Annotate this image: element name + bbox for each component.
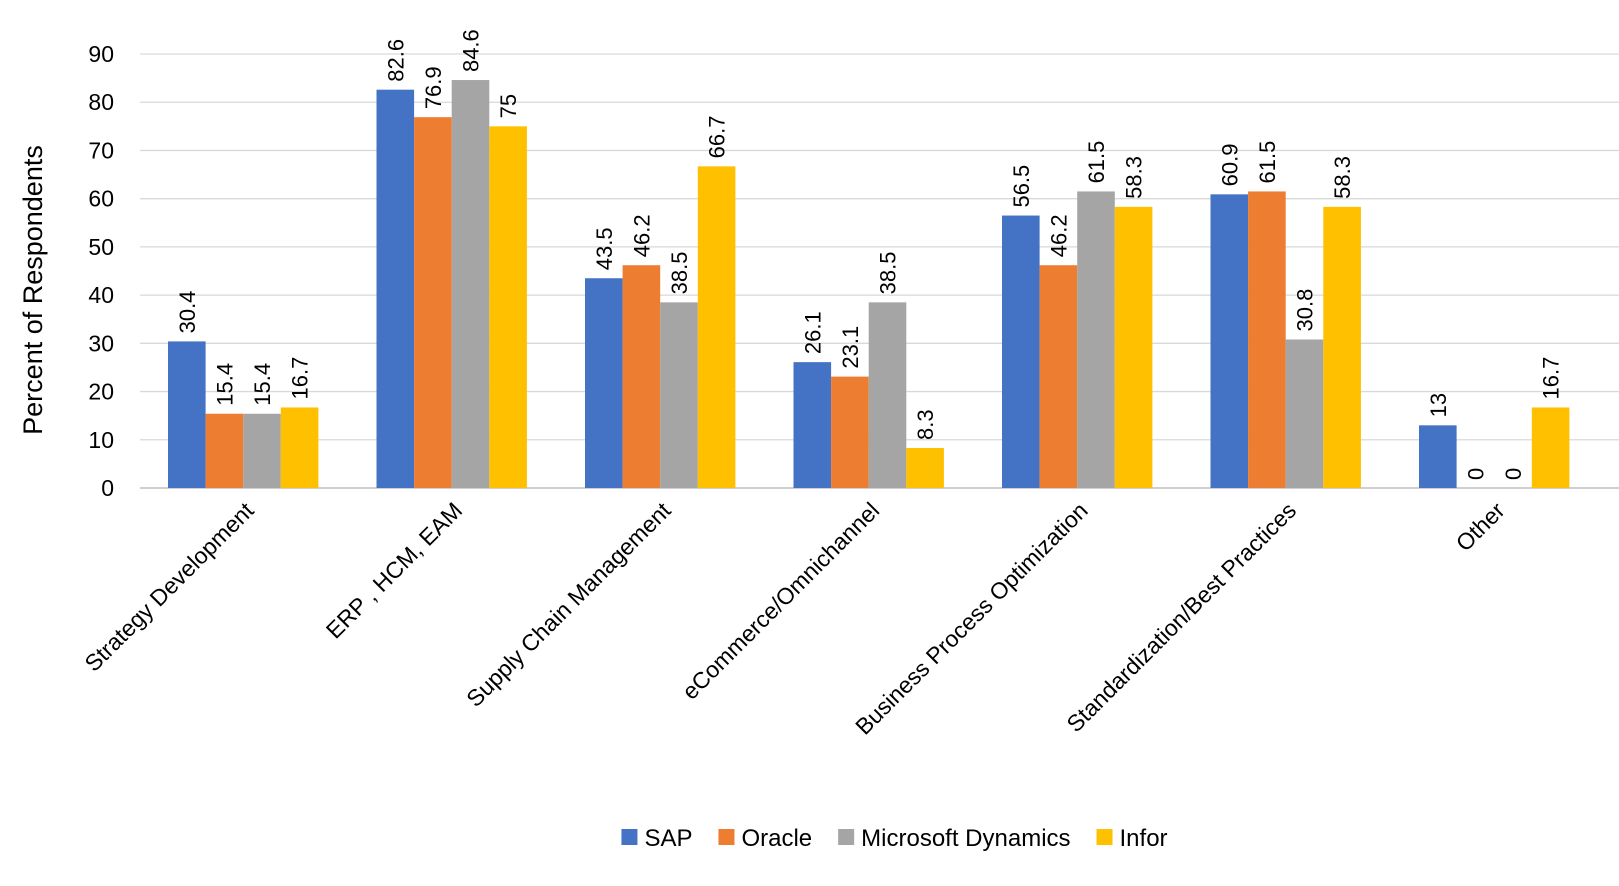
data-label: 30.8 xyxy=(1293,289,1318,332)
data-label: 75 xyxy=(496,94,521,118)
data-label: 15.4 xyxy=(212,363,237,406)
bar xyxy=(906,447,944,488)
x-category-label: ERP , HCM, EAM xyxy=(321,497,467,643)
x-category-label: Standardization/Best Practices xyxy=(1061,497,1301,737)
data-label: 16.7 xyxy=(1539,357,1564,400)
bar xyxy=(793,362,832,488)
legend: SAP Oracle Microsoft Dynamics Infor xyxy=(621,825,1168,852)
bar xyxy=(831,376,869,488)
data-label: 0 xyxy=(1501,468,1526,480)
bar xyxy=(168,341,206,488)
bar xyxy=(205,413,244,488)
y-tick-label: 70 xyxy=(88,137,114,163)
bar xyxy=(243,413,281,488)
data-label: 15.4 xyxy=(250,363,275,406)
bar xyxy=(1323,206,1361,488)
data-label: 84.6 xyxy=(459,29,484,72)
legend-swatch xyxy=(1096,829,1113,845)
bar xyxy=(1039,265,1078,488)
data-label: 76.9 xyxy=(421,66,446,109)
y-axis-title: Percent of Respondents xyxy=(18,145,48,435)
legend-label: SAP xyxy=(644,825,692,852)
legend-label: Infor xyxy=(1120,825,1168,852)
bar xyxy=(1285,339,1324,488)
data-label: 16.7 xyxy=(288,357,313,400)
y-tick-label: 10 xyxy=(88,427,114,453)
data-label: 61.5 xyxy=(1255,141,1280,184)
legend-label: Oracle xyxy=(741,825,812,852)
bar xyxy=(1077,191,1115,488)
bar xyxy=(1419,425,1457,488)
bar xyxy=(280,407,319,488)
data-label: 8.3 xyxy=(913,409,938,440)
legend-swatch xyxy=(838,829,855,845)
y-tick-label: 20 xyxy=(88,379,114,405)
bar xyxy=(1002,215,1040,489)
x-category-label: Business Process Optimization xyxy=(850,497,1093,740)
y-tick-label: 40 xyxy=(88,282,114,308)
x-category-label: Strategy Development xyxy=(79,497,259,677)
legend-swatch xyxy=(718,829,735,845)
bar xyxy=(1248,191,1286,488)
x-category-label: eCommerce/Omnichannel xyxy=(677,497,884,704)
y-tick-label: 0 xyxy=(101,475,114,501)
y-axis-ticks: 0 10 20 30 40 50 60 70 80 90 xyxy=(88,41,114,501)
data-label: 0 xyxy=(1463,468,1488,480)
bar xyxy=(1210,194,1249,488)
y-tick-label: 90 xyxy=(88,41,114,67)
bar xyxy=(414,117,452,488)
y-tick-label: 80 xyxy=(88,89,114,115)
bar xyxy=(451,80,490,488)
legend-label: Microsoft Dynamics xyxy=(861,825,1070,852)
x-axis-categories: Strategy Development ERP , HCM, EAMSupply… xyxy=(79,497,1510,740)
data-label: 61.5 xyxy=(1084,141,1109,184)
legend-swatch xyxy=(621,829,638,845)
data-label: 26.1 xyxy=(800,311,825,354)
data-label: 58.3 xyxy=(1330,156,1355,199)
bar xyxy=(697,166,736,488)
data-label: 46.2 xyxy=(1046,214,1071,257)
x-category-label: Supply Chain Management xyxy=(461,497,676,712)
y-tick-label: 60 xyxy=(88,186,114,212)
bar xyxy=(489,126,527,488)
data-label: 30.4 xyxy=(175,291,200,334)
data-label: 66.7 xyxy=(705,116,730,159)
bar xyxy=(1114,206,1153,488)
y-tick-label: 30 xyxy=(88,330,114,356)
data-label: 82.6 xyxy=(383,39,408,82)
data-label: 43.5 xyxy=(592,227,617,270)
bar xyxy=(585,278,623,488)
data-label: 23.1 xyxy=(838,326,863,369)
bar xyxy=(376,89,415,488)
bar xyxy=(868,302,907,488)
data-label: 38.5 xyxy=(876,252,901,295)
data-label: 56.5 xyxy=(1009,165,1034,208)
data-label: 46.2 xyxy=(629,214,654,257)
data-label: 38.5 xyxy=(667,252,692,295)
data-label: 58.3 xyxy=(1122,156,1147,199)
x-category-label: Other xyxy=(1451,497,1510,556)
data-label: 13 xyxy=(1426,393,1451,417)
y-tick-label: 50 xyxy=(88,234,114,260)
bar xyxy=(1531,407,1570,488)
data-label: 60.9 xyxy=(1217,143,1242,186)
bar xyxy=(660,302,698,488)
data-labels: 30.4 15.4 15.4 16.7 82.6 76.9 84.6 75 43.5 46.2 38… xyxy=(175,29,1564,480)
bars xyxy=(168,80,1570,489)
bar xyxy=(622,265,661,488)
